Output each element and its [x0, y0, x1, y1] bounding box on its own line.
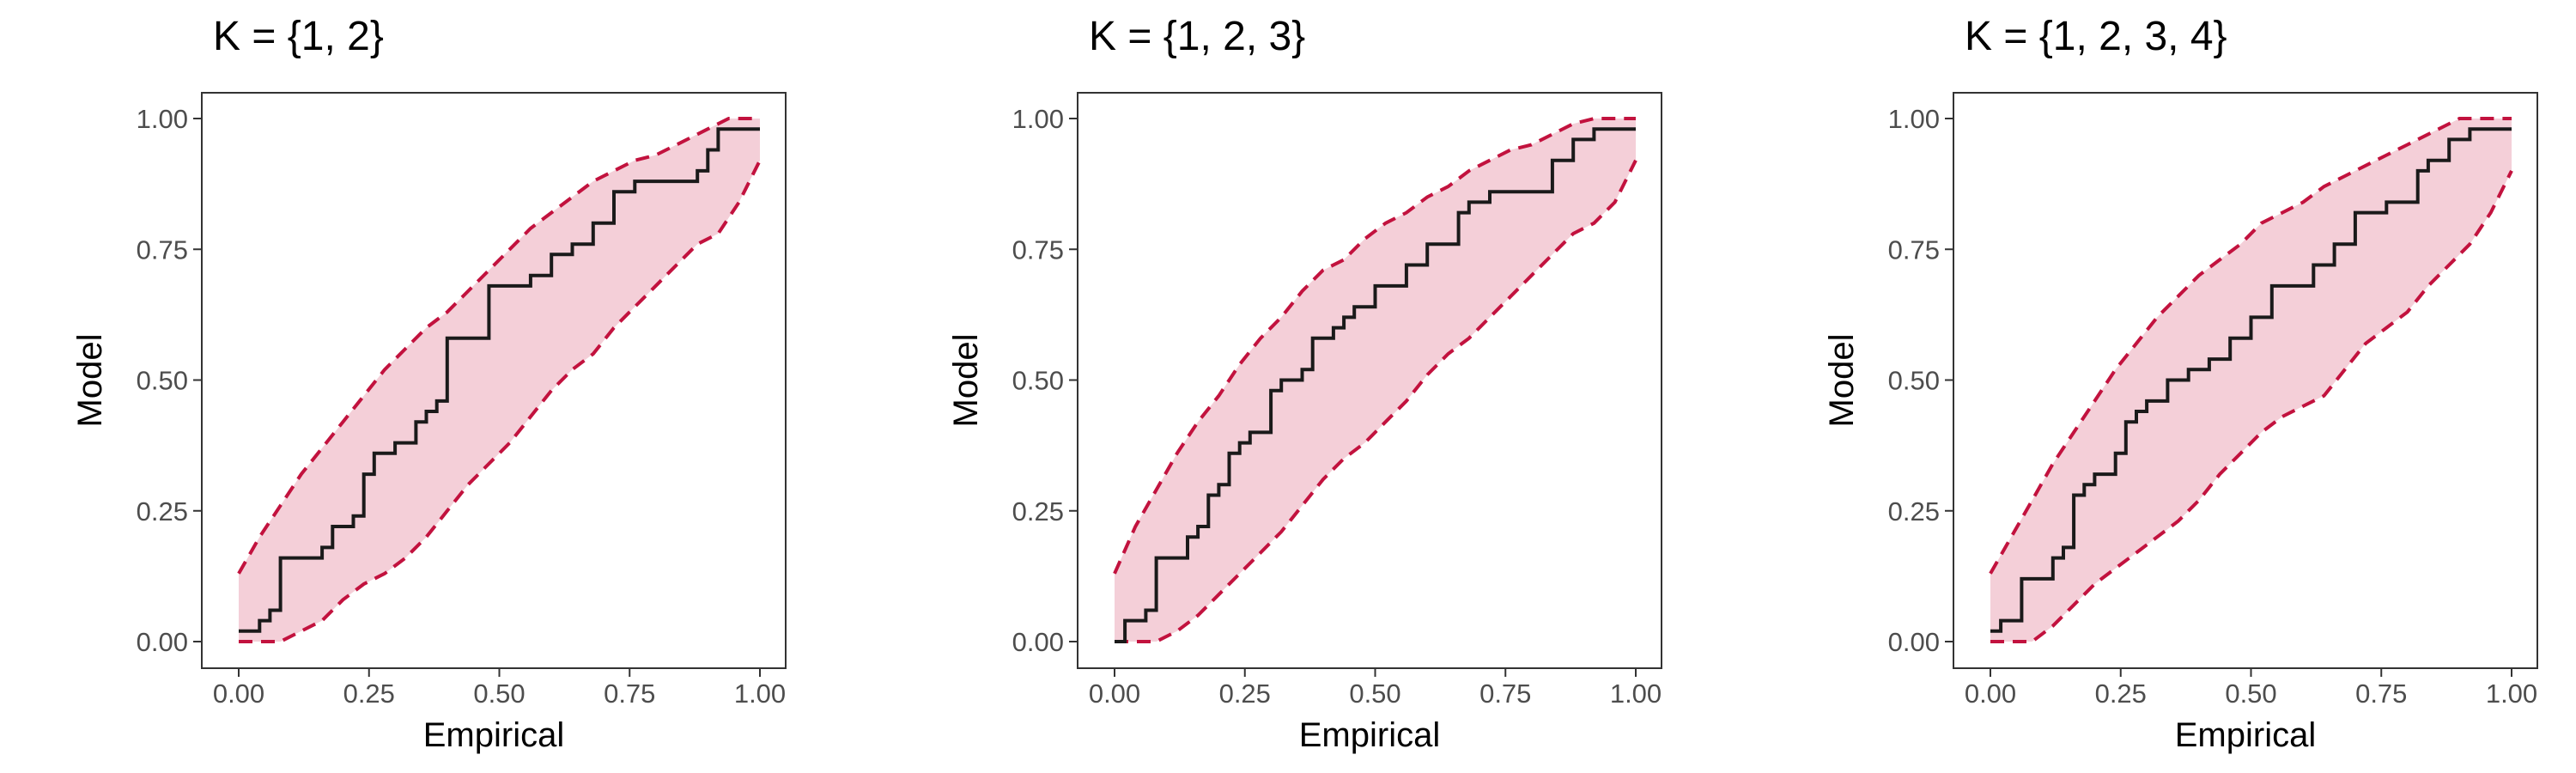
x-tick-label: 1.00 [1610, 679, 1662, 709]
y-tick-label: 0.00 [1888, 627, 1940, 657]
y-tick-label: 0.50 [137, 366, 188, 396]
x-tick-label: 1.00 [734, 679, 786, 709]
y-tick-label: 0.25 [137, 496, 188, 526]
y-axis-label: Model [71, 334, 109, 428]
y-tick-label: 1.00 [1012, 104, 1064, 134]
band-lower-line [1115, 159, 1637, 643]
y-tick-label: 0.75 [137, 234, 188, 265]
empirical-step-line [1990, 127, 2512, 633]
band-upper-line [237, 117, 760, 575]
x-tick-label: 0.50 [473, 679, 525, 709]
x-tick-label: 0.50 [1349, 679, 1400, 709]
y-tick-label: 0.50 [1888, 366, 1940, 396]
empirical-step-line [239, 127, 760, 633]
y-axis-label: Model [947, 334, 985, 428]
x-tick-label: 0.25 [2095, 679, 2147, 709]
x-tick-label: 0.00 [1965, 679, 2016, 709]
x-tick-label: 0.00 [213, 679, 264, 709]
confidence-band [1990, 119, 2512, 642]
band-lower-line [1990, 170, 2513, 643]
band-lower-line [239, 159, 762, 643]
x-tick-label: 0.25 [343, 679, 395, 709]
y-tick-label: 1.00 [1888, 104, 1940, 134]
y-tick-label: 0.00 [1012, 627, 1064, 657]
y-tick-label: 0.75 [1012, 234, 1064, 265]
x-axis-label: Empirical [423, 716, 564, 754]
panel-title: K = {1, 2, 3} [1089, 14, 1305, 59]
panel-title: K = {1, 2} [213, 14, 384, 59]
x-tick-label: 0.50 [2225, 679, 2276, 709]
confidence-band [239, 119, 760, 642]
x-tick-label: 0.25 [1219, 679, 1271, 709]
panel-title: K = {1, 2, 3, 4} [1965, 14, 2227, 59]
x-tick-label: 1.00 [2486, 679, 2537, 709]
y-tick-label: 0.75 [1888, 234, 1940, 265]
x-axis-label: Empirical [2175, 716, 2316, 754]
y-axis-label: Model [1823, 334, 1861, 428]
band-upper-line [1113, 117, 1636, 575]
band-upper-line [1989, 117, 2512, 575]
confidence-band [1115, 119, 1636, 642]
x-tick-label: 0.75 [2355, 679, 2407, 709]
y-tick-label: 1.00 [137, 104, 188, 134]
panel-k-1-2: 0.00 0.25 0.50 0.75 1.00 0.00 0.25 0.50 0.75 1.00… [71, 14, 787, 754]
empirical-step-line [1115, 127, 1636, 643]
y-tick-label: 0.25 [1012, 496, 1064, 526]
x-axis-label: Empirical [1299, 716, 1440, 754]
x-tick-label: 0.75 [604, 679, 655, 709]
panel-k-1-2-3-4: 0.00 0.25 0.50 0.75 1.00 0.00 0.25 0.50 0.75 1.00… [1823, 14, 2538, 754]
x-tick-label: 0.75 [1479, 679, 1531, 709]
y-tick-label: 0.00 [137, 627, 188, 657]
x-tick-label: 0.00 [1089, 679, 1140, 709]
panel-k-1-2-3: 0.00 0.25 0.50 0.75 1.00 0.00 0.25 0.50 0.75 1.00… [947, 14, 1662, 754]
y-tick-label: 0.50 [1012, 366, 1064, 396]
y-tick-label: 0.25 [1888, 496, 1940, 526]
